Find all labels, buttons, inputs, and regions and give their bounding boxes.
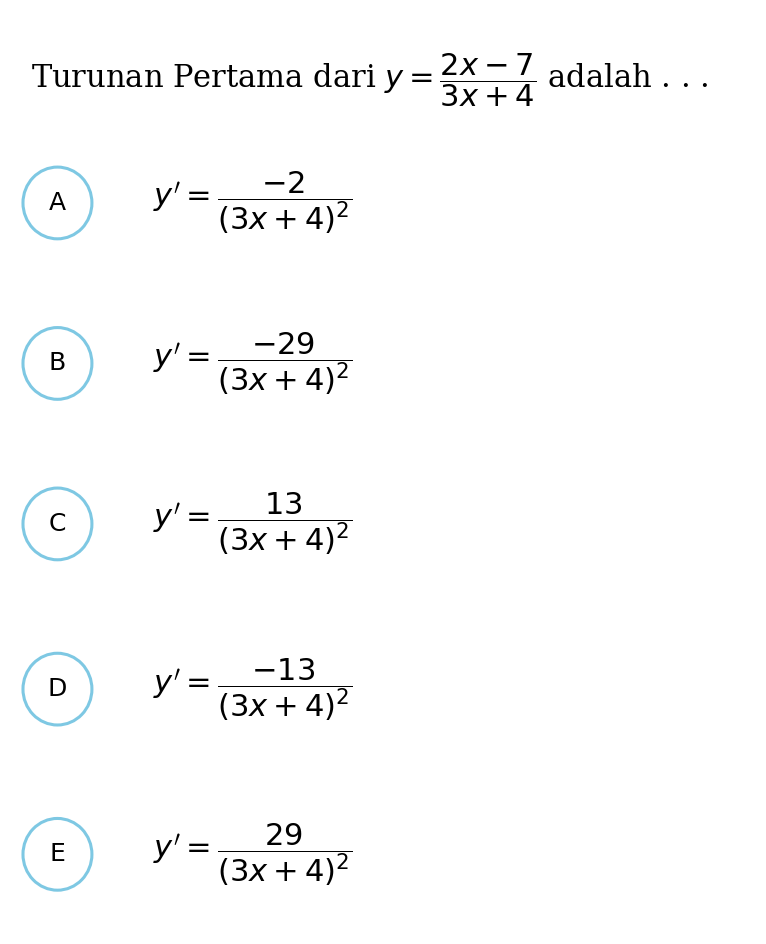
Text: A: A (49, 191, 66, 215)
Text: B: B (49, 351, 66, 376)
Text: $y' = \dfrac{-29}{(3x+4)^2}$: $y' = \dfrac{-29}{(3x+4)^2}$ (153, 330, 352, 396)
Text: $y' = \dfrac{-13}{(3x+4)^2}$: $y' = \dfrac{-13}{(3x+4)^2}$ (153, 656, 352, 722)
Text: D: D (47, 677, 67, 701)
Text: $y' = \dfrac{13}{(3x+4)^2}$: $y' = \dfrac{13}{(3x+4)^2}$ (153, 491, 352, 557)
Text: Turunan Pertama dari $y = \dfrac{2x-7}{3x+4}$ adalah . . .: Turunan Pertama dari $y = \dfrac{2x-7}{3… (31, 52, 709, 110)
Text: C: C (49, 512, 66, 536)
Text: $y' = \dfrac{29}{(3x+4)^2}$: $y' = \dfrac{29}{(3x+4)^2}$ (153, 821, 352, 887)
Text: E: E (50, 842, 65, 867)
Text: $y' = \dfrac{-2}{(3x+4)^2}$: $y' = \dfrac{-2}{(3x+4)^2}$ (153, 170, 352, 236)
